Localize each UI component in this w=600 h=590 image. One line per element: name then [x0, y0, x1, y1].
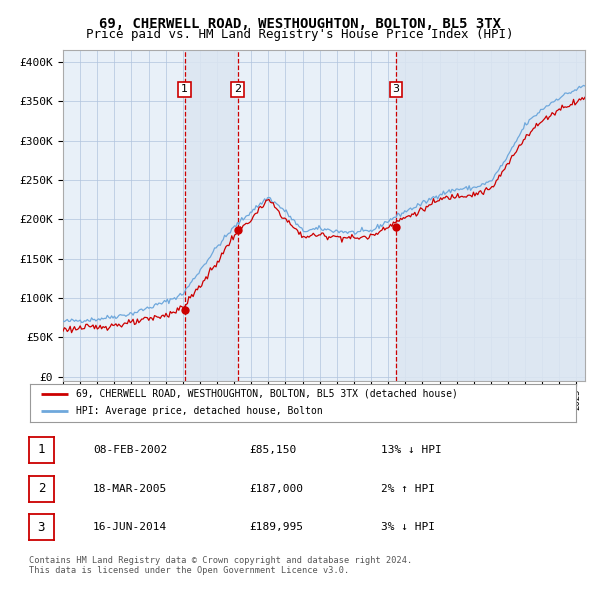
- Text: 16-JUN-2014: 16-JUN-2014: [93, 523, 167, 532]
- Text: 1: 1: [181, 84, 188, 94]
- Text: Price paid vs. HM Land Registry's House Price Index (HPI): Price paid vs. HM Land Registry's House …: [86, 28, 514, 41]
- Bar: [185, 50, 238, 381]
- Text: Contains HM Land Registry data © Crown copyright and database right 2024.
This d: Contains HM Land Registry data © Crown c…: [29, 556, 412, 575]
- Text: 69, CHERWELL ROAD, WESTHOUGHTON, BOLTON, BL5 3TX (detached house): 69, CHERWELL ROAD, WESTHOUGHTON, BOLTON,…: [76, 389, 458, 399]
- Text: 08-FEB-2002: 08-FEB-2002: [93, 445, 167, 454]
- Text: HPI: Average price, detached house, Bolton: HPI: Average price, detached house, Bolt…: [76, 407, 323, 417]
- Text: 1: 1: [38, 443, 45, 456]
- Text: 69, CHERWELL ROAD, WESTHOUGHTON, BOLTON, BL5 3TX: 69, CHERWELL ROAD, WESTHOUGHTON, BOLTON,…: [99, 17, 501, 31]
- Text: 2: 2: [38, 482, 45, 495]
- Text: 3: 3: [38, 521, 45, 534]
- Text: 2: 2: [234, 84, 241, 94]
- Text: 13% ↓ HPI: 13% ↓ HPI: [381, 445, 442, 454]
- Text: £187,000: £187,000: [249, 484, 303, 493]
- Text: 3: 3: [392, 84, 400, 94]
- Bar: [396, 50, 585, 381]
- Text: 18-MAR-2005: 18-MAR-2005: [93, 484, 167, 493]
- Text: 3% ↓ HPI: 3% ↓ HPI: [381, 523, 435, 532]
- Text: 2% ↑ HPI: 2% ↑ HPI: [381, 484, 435, 493]
- Text: £85,150: £85,150: [249, 445, 296, 454]
- Text: £189,995: £189,995: [249, 523, 303, 532]
